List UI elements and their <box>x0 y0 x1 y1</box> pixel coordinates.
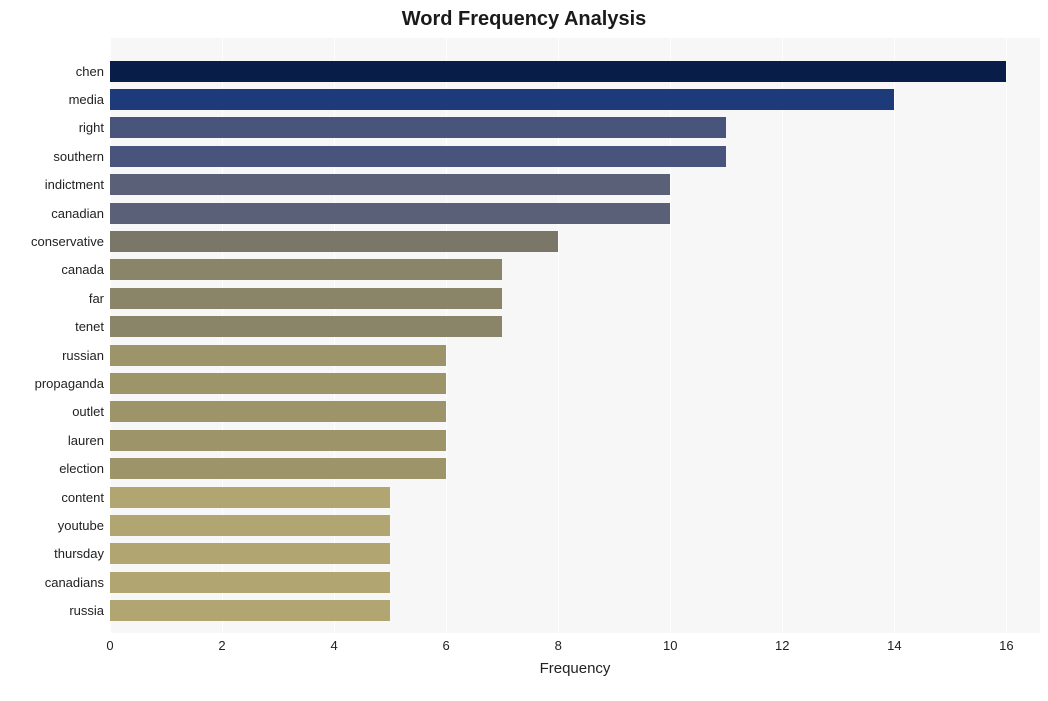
bar <box>110 231 558 252</box>
bar <box>110 174 670 195</box>
y-tick-label: indictment <box>45 174 104 195</box>
y-tick-label: lauren <box>68 430 104 451</box>
bar <box>110 61 1006 82</box>
bar <box>110 316 502 337</box>
x-tick-label: 4 <box>330 638 337 653</box>
bar <box>110 572 390 593</box>
y-tick-label: canadian <box>51 203 104 224</box>
bar <box>110 259 502 280</box>
y-tick-label: propaganda <box>35 373 104 394</box>
bar <box>110 146 726 167</box>
bar <box>110 288 502 309</box>
y-tick-label: russia <box>69 600 104 621</box>
x-tick-label: 10 <box>663 638 677 653</box>
x-tick-label: 12 <box>775 638 789 653</box>
y-tick-label: canadians <box>45 572 104 593</box>
bar <box>110 89 894 110</box>
x-tick-label: 16 <box>999 638 1013 653</box>
y-tick-label: election <box>59 458 104 479</box>
x-tick-label: 14 <box>887 638 901 653</box>
y-tick-label: far <box>89 288 104 309</box>
x-tick-label: 0 <box>106 638 113 653</box>
y-tick-label: conservative <box>31 231 104 252</box>
bar <box>110 373 446 394</box>
bar <box>110 430 446 451</box>
bar <box>110 401 446 422</box>
chart-title: Word Frequency Analysis <box>0 8 1048 31</box>
bar <box>110 487 390 508</box>
y-tick-label: outlet <box>72 401 104 422</box>
y-tick-label: media <box>69 89 104 110</box>
bar <box>110 117 726 138</box>
y-tick-label: content <box>61 487 104 508</box>
chart-container: Word Frequency Analysis Frequency 0 2 4 6 8 1… <box>0 0 1048 701</box>
y-tick-label: canada <box>61 259 104 280</box>
y-tick-label: right <box>79 117 104 138</box>
x-tick-label: 8 <box>555 638 562 653</box>
bar <box>110 203 670 224</box>
bar <box>110 345 446 366</box>
y-tick-label: tenet <box>75 316 104 337</box>
y-tick-label: thursday <box>54 543 104 564</box>
bar <box>110 515 390 536</box>
grid-line <box>782 38 783 633</box>
bar <box>110 458 446 479</box>
plot-area <box>110 38 1040 633</box>
bar <box>110 543 390 564</box>
y-tick-label: chen <box>76 61 104 82</box>
y-tick-label: russian <box>62 345 104 366</box>
x-axis-label: Frequency <box>110 660 1040 677</box>
bar <box>110 600 390 621</box>
grid-line <box>1006 38 1007 633</box>
y-tick-label: southern <box>53 146 104 167</box>
x-tick-label: 2 <box>218 638 225 653</box>
x-tick-label: 6 <box>443 638 450 653</box>
grid-line <box>894 38 895 633</box>
y-tick-label: youtube <box>58 515 104 536</box>
